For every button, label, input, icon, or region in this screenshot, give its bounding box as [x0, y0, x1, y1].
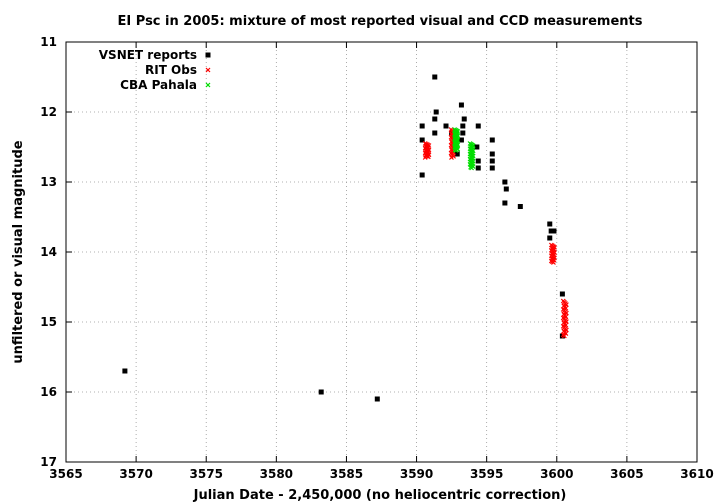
- legend-label-vsnet: VSNET reports: [99, 48, 197, 62]
- vsnet-point: [461, 116, 467, 122]
- vsnet-point: [489, 165, 495, 171]
- y-tick-label: 13: [40, 175, 57, 189]
- vsnet-point: [502, 179, 508, 185]
- vsnet-point: [443, 123, 449, 129]
- vsnet-point: [474, 144, 480, 150]
- vsnet-point: [503, 186, 509, 192]
- vsnet-point: [454, 151, 460, 157]
- x-tick-label: 3590: [400, 467, 433, 481]
- vsnet-point: [548, 228, 554, 234]
- vsnet-point: [547, 235, 553, 241]
- vsnet-point: [489, 137, 495, 143]
- rit-point: [422, 155, 428, 160]
- axis-ticks: 3565 3570 3575 3580 3585 3590 3595 3600 3605 3610…: [40, 35, 713, 481]
- vsnet-point: [374, 396, 380, 402]
- vsnet-point: [419, 137, 425, 143]
- vsnet-point: [433, 109, 439, 115]
- legend-label-rit: RIT Obs: [145, 63, 197, 77]
- vsnet-point: [432, 116, 438, 122]
- x-tick-label: 3605: [610, 467, 643, 481]
- x-tick-label: 3570: [119, 467, 152, 481]
- vsnet-point: [419, 172, 425, 178]
- vsnet-point: [432, 74, 438, 80]
- vsnet-point: [122, 368, 128, 374]
- vsnet-point: [419, 123, 425, 129]
- x-tick-label: 3610: [680, 467, 713, 481]
- x-tick-label: 3600: [540, 467, 573, 481]
- legend-marker-cba: [205, 82, 211, 88]
- chart-title: EI Psc in 2005: mixture of most reported…: [118, 14, 643, 29]
- vsnet-point: [489, 151, 495, 157]
- x-tick-label: 3575: [190, 467, 223, 481]
- data-marks: [122, 74, 569, 402]
- rit-point: [561, 333, 567, 339]
- y-tick-label: 11: [40, 35, 57, 49]
- vsnet-point: [318, 389, 324, 395]
- vsnet-point: [547, 221, 553, 227]
- y-tick-label: 17: [40, 455, 57, 469]
- x-tick-label: 3580: [260, 467, 293, 481]
- vsnet-point: [460, 123, 466, 129]
- x-tick-label: 3585: [330, 467, 363, 481]
- x-tick-label: 3565: [49, 467, 82, 481]
- vsnet-point: [432, 130, 438, 136]
- vsnet-point: [489, 158, 495, 164]
- grid-lines: [66, 42, 697, 462]
- vsnet-point: [559, 291, 565, 297]
- y-tick-label: 14: [40, 245, 57, 259]
- vsnet-point: [458, 137, 464, 143]
- vsnet-point: [551, 228, 557, 234]
- vsnet-point: [458, 102, 464, 108]
- cba-point: [453, 148, 459, 153]
- legend-label-cba: CBA Pahala: [120, 78, 197, 92]
- rit-point: [449, 155, 454, 160]
- y-tick-label: 16: [40, 385, 57, 399]
- vsnet-point: [517, 204, 523, 209]
- x-tick-label: 3595: [470, 467, 503, 481]
- legend-marker-vsnet: [205, 52, 211, 58]
- legend: VSNET reports RIT Obs CBA Pahala: [99, 48, 211, 92]
- rit-point: [551, 260, 556, 265]
- vsnet-point: [475, 165, 481, 171]
- legend-marker-rit: [205, 67, 211, 73]
- y-tick-label: 15: [40, 315, 57, 329]
- vsnet-point: [475, 123, 481, 129]
- y-tick-label: 12: [40, 105, 57, 119]
- cba-point: [469, 165, 475, 171]
- y-axis-label: unfiltered or visual magnitude: [11, 140, 26, 363]
- vsnet-point: [502, 200, 508, 206]
- vsnet-point: [460, 130, 466, 136]
- x-axis-label: Julian Date - 2,450,000 (no heliocentric…: [193, 488, 567, 503]
- vsnet-point: [475, 158, 481, 164]
